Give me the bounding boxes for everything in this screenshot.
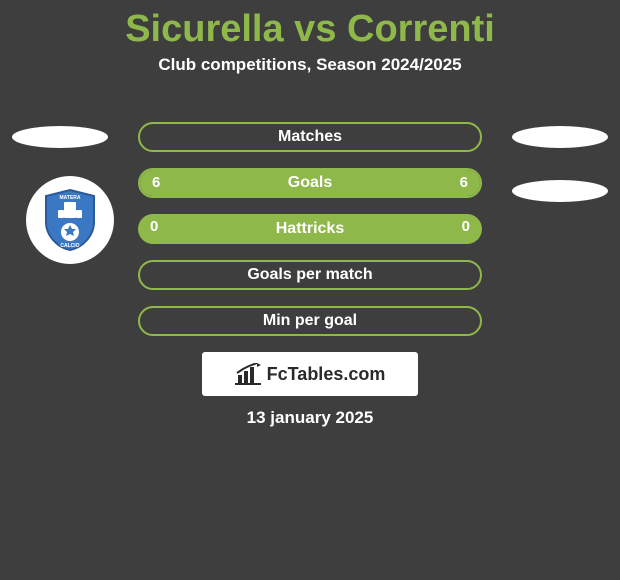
- comparison-card: Sicurella vs Correnti Club competitions,…: [0, 0, 620, 580]
- stat-row-goals-per-match: Goals per match: [138, 260, 482, 290]
- brand-text: FcTables.com: [267, 364, 386, 385]
- brand-attribution[interactable]: FcTables.com: [202, 352, 418, 396]
- stat-row-matches: Matches: [138, 122, 482, 152]
- page-subtitle: Club competitions, Season 2024/2025: [0, 55, 620, 75]
- chart-icon: [235, 363, 261, 385]
- stat-label: Hattricks: [138, 214, 482, 244]
- player-left-placeholder: [12, 126, 108, 148]
- stat-row-goals: 6 Goals 6: [138, 168, 482, 198]
- generated-date: 13 january 2025: [0, 408, 620, 428]
- stat-value-right: 0: [462, 214, 470, 240]
- stat-value-right: 6: [460, 170, 468, 196]
- club-left-badge: MATERA CALCIO: [26, 176, 114, 264]
- club-badge-icon: MATERA CALCIO: [42, 188, 98, 252]
- player-right-placeholder: [512, 126, 608, 148]
- svg-text:CALCIO: CALCIO: [60, 243, 79, 249]
- club-right-placeholder: [512, 180, 608, 202]
- stat-label: Matches: [140, 124, 480, 150]
- stats-column: Matches 6 Goals 6 0 Hattricks 0 Goals pe…: [138, 122, 482, 352]
- stat-label: Min per goal: [140, 308, 480, 334]
- svg-text:MATERA: MATERA: [59, 195, 80, 201]
- stat-row-hattricks: 0 Hattricks 0: [138, 214, 482, 244]
- stat-label: Goals: [140, 170, 480, 196]
- stat-label: Goals per match: [140, 262, 480, 288]
- stat-row-min-per-goal: Min per goal: [138, 306, 482, 336]
- page-title: Sicurella vs Correnti: [0, 0, 620, 51]
